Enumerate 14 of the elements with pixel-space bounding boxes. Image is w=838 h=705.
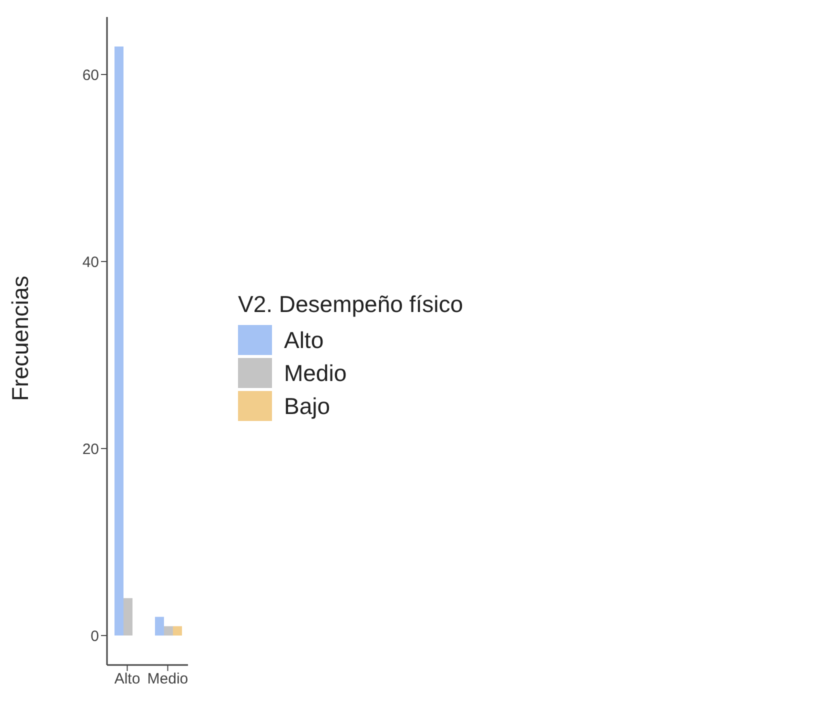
y-tick-label: 40	[82, 254, 99, 271]
bar	[154, 616, 164, 636]
legend-title: V2. Desempeño físico	[238, 290, 463, 318]
legend-label: Medio	[284, 360, 347, 386]
legend-label: Alto	[284, 326, 324, 354]
bar	[123, 598, 132, 636]
y-tick-label: 60	[82, 66, 99, 84]
y-axis-title: Frecuencias	[7, 276, 34, 401]
bar	[164, 626, 173, 636]
legend-label: Bajo	[284, 392, 330, 420]
bar	[172, 626, 182, 636]
y-tick-label: 20	[82, 440, 99, 458]
y-tick-label: 0	[90, 628, 99, 645]
bar	[114, 46, 124, 636]
